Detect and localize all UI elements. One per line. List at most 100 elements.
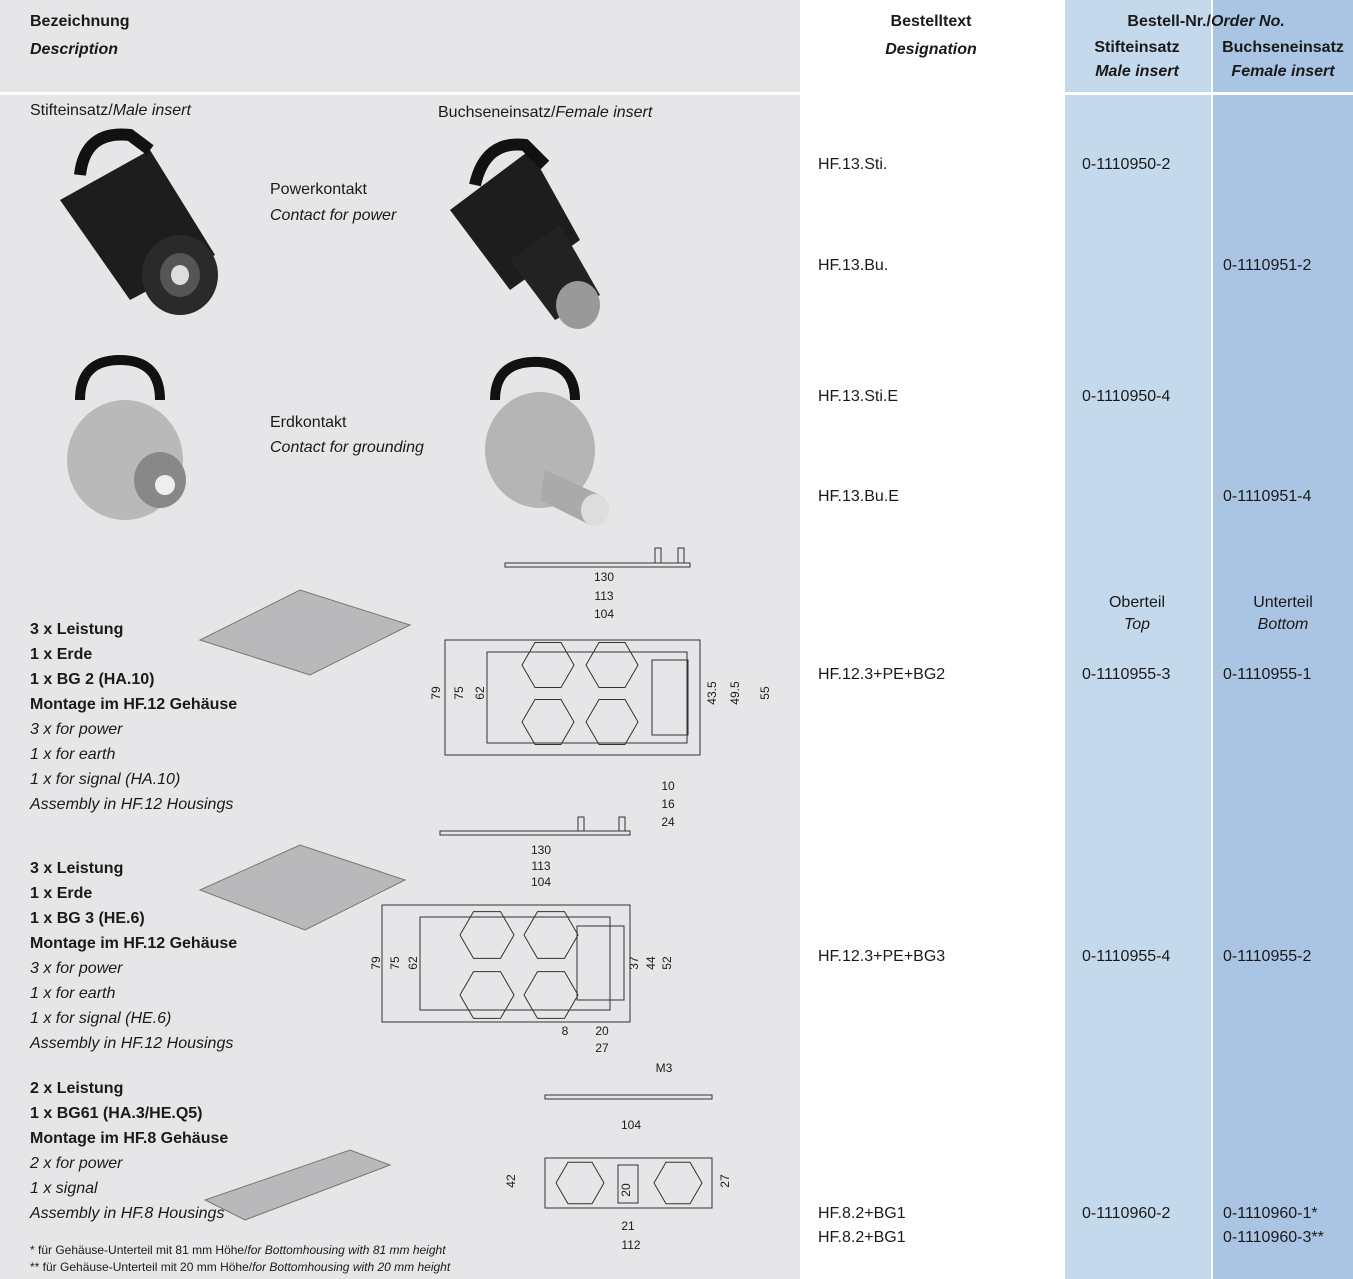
header-label: Designation <box>885 41 977 58</box>
outline <box>439 830 631 836</box>
male-order-no: 0-1110950-2 <box>1082 156 1170 173</box>
contact-label: Contact for grounding <box>270 439 424 456</box>
plate-photo <box>198 589 412 676</box>
male-order-no: 0-1110960-2 <box>1082 1205 1170 1222</box>
plate-spec: 1 x for signal (HE.6) <box>30 1010 171 1027</box>
dimension: 130 <box>531 843 551 857</box>
dimension: 55 <box>758 686 772 700</box>
female-order-no: 0-1110960-3** <box>1223 1229 1324 1246</box>
outline <box>544 1157 713 1209</box>
outline <box>617 1164 639 1204</box>
dimension: 113 <box>594 589 613 603</box>
designation: HF.8.2+BG1 <box>818 1205 906 1222</box>
hexagon <box>653 1161 703 1205</box>
header-label: Female insert <box>1231 63 1335 80</box>
header-label: Buchseneinsatz <box>1222 39 1344 56</box>
insert-label-de: Buchseneinsatz/ <box>438 104 556 121</box>
female-column <box>1213 0 1353 1279</box>
plate-spec: 3 x Leistung <box>30 860 123 877</box>
dimension: M3 <box>656 1061 673 1075</box>
plate-spec: 1 x BG 2 (HA.10) <box>30 671 154 688</box>
outline <box>544 1094 713 1100</box>
dimension: 113 <box>531 859 550 873</box>
power-female-photo <box>450 138 600 329</box>
hexagon <box>521 698 575 746</box>
female-order-no: 0-1110960-1* <box>1223 1205 1318 1222</box>
male-order-no: 0-1110950-4 <box>1082 388 1170 405</box>
plate-spec: 1 x BG 3 (HE.6) <box>30 910 145 927</box>
insert-label-de: Stifteinsatz/ <box>30 102 113 119</box>
header-label: Description <box>30 41 118 58</box>
header-label: Bezeichnung <box>30 13 130 30</box>
designation: HF.12.3+PE+BG2 <box>818 666 945 683</box>
dimension: 75 <box>388 956 402 970</box>
outline <box>381 904 631 1023</box>
dimension: 62 <box>406 956 420 970</box>
male-order-no: 0-1110955-3 <box>1082 666 1170 683</box>
dimension: 49.5 <box>728 681 742 705</box>
hexagon <box>521 641 575 689</box>
outline <box>654 547 662 564</box>
plate-spec: Assembly in HF.8 Housings <box>29 1205 224 1222</box>
earth-male-photo <box>67 354 186 520</box>
dimension: 44 <box>644 956 658 970</box>
illustrations <box>60 128 713 1221</box>
divider <box>0 92 800 95</box>
dimension: 10 <box>661 779 675 793</box>
top-label: Oberteil <box>1109 594 1165 611</box>
divider <box>1065 92 1353 95</box>
bottom-label: Unterteil <box>1253 594 1313 611</box>
footnote: * für Gehäuse-Unterteil mit 81 mm Höhe/f… <box>30 1243 446 1257</box>
dimension: 75 <box>452 686 466 700</box>
plate-spec: 1 x Erde <box>30 646 92 663</box>
header-label: Bestelltext <box>891 13 973 30</box>
bottom-label: Bottom <box>1258 616 1309 633</box>
dimension: 52 <box>660 956 674 970</box>
hexagon <box>585 641 639 689</box>
designation: HF.13.Sti. <box>818 156 887 173</box>
top-label: Top <box>1124 616 1150 633</box>
footnote-de: * für Gehäuse-Unterteil mit 81 mm Höhe/ <box>30 1243 248 1257</box>
plate-spec: 1 x Erde <box>30 885 92 902</box>
dimension: 42 <box>504 1174 518 1188</box>
plate-photo <box>198 844 407 931</box>
plate-spec: 1 x signal <box>30 1180 98 1197</box>
female-order-no: 0-1110955-2 <box>1223 948 1311 965</box>
dimension: 37 <box>627 956 641 970</box>
hexagon <box>459 911 515 959</box>
female-order-no: 0-1110951-2 <box>1223 257 1311 274</box>
hexagon <box>459 971 515 1019</box>
footnote-en: for Bottomhousing with 20 mm height <box>252 1260 451 1274</box>
dimension: 79 <box>429 686 443 700</box>
dimension: 24 <box>661 815 675 829</box>
plate-spec: 1 x BG61 (HA.3/HE.Q5) <box>30 1105 203 1122</box>
outline <box>618 816 626 832</box>
designation: HF.13.Bu.E <box>818 488 899 505</box>
dimension: 20 <box>595 1024 609 1038</box>
dimension: 16 <box>661 797 675 811</box>
contact-label: Erdkontakt <box>270 414 347 431</box>
contact-label: Contact for power <box>270 207 397 224</box>
power-male-photo <box>60 128 218 315</box>
designation: HF.12.3+PE+BG3 <box>818 948 945 965</box>
outline <box>677 547 685 564</box>
hexagon <box>523 971 579 1019</box>
footnote-de: ** für Gehäuse-Unterteil mit 20 mm Höhe/ <box>30 1260 253 1274</box>
plate-spec: 3 x for power <box>30 960 123 977</box>
plate-spec: Assembly in HF.12 Housings <box>29 1035 233 1052</box>
male-order-no: 0-1110955-4 <box>1082 948 1170 965</box>
designation: HF.13.Sti.E <box>818 388 898 405</box>
outline <box>486 651 688 744</box>
dimension: 27 <box>718 1174 732 1188</box>
outline <box>651 659 689 736</box>
plate-spec: Montage im HF.8 Gehäuse <box>30 1130 228 1147</box>
designation: HF.13.Bu. <box>818 257 888 274</box>
header-label: Order No. <box>1211 13 1285 30</box>
dimension: 104 <box>621 1118 641 1132</box>
hexagon <box>585 698 639 746</box>
header-label: Male insert <box>1095 63 1179 80</box>
plate-spec: 3 x Leistung <box>30 621 123 638</box>
female-order-no: 0-1110951-4 <box>1223 488 1311 505</box>
dimension: 20 <box>619 1183 633 1197</box>
female-order-no: 0-1110955-1 <box>1223 666 1311 683</box>
